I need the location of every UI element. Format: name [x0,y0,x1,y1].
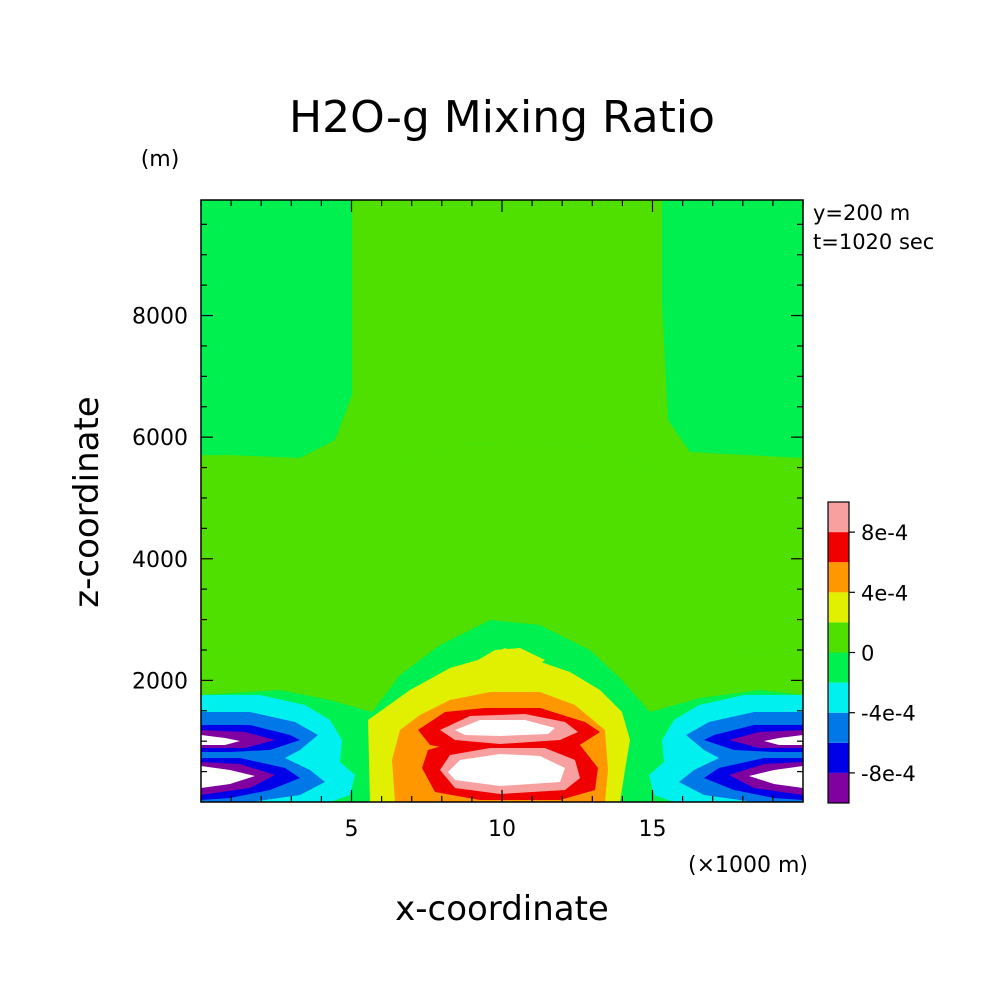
x-axis: 5 10 15 [200,200,804,842]
y-tick-label: 2000 [132,669,188,694]
field-core-upper [455,720,555,736]
y-axis: 2000 4000 6000 8000 [132,223,803,773]
y-axis-title: z-coordinate [67,396,107,607]
colorbar-swatch [828,562,849,593]
colorbar-swatch [828,772,849,803]
field-plume-cap [478,648,545,675]
x-tick-label: 15 [639,817,667,842]
annotation-t: t=1020 sec [813,230,934,254]
colorbar-swatch [828,502,849,533]
field-right-dry-bands [649,695,803,802]
x-tick-label: 10 [488,817,516,842]
field-core-lower [448,754,565,786]
x-unit-label: (×1000 m) [688,853,808,878]
colorbar-label: 4e-4 [861,581,908,605]
field-central-column [201,200,803,655]
colorbar-label: 0 [861,642,874,666]
plot-area [200,199,804,803]
y-tick-label: 8000 [132,305,188,330]
colorbar-swatch [828,622,849,653]
annotation-y: y=200 m [813,201,910,225]
colorbar-swatch [828,742,849,773]
y-tick-label: 4000 [132,548,188,573]
y-unit-label: (m) [141,147,180,172]
y-tick-label: 6000 [132,426,188,451]
x-tick-label: 5 [345,817,359,842]
colorbar-label: -8e-4 [861,762,916,786]
colorbar-swatch [828,712,849,743]
colorbar: 8e-4 4e-4 0 -4e-4 -8e-4 [827,501,916,804]
colorbar-label: 8e-4 [861,521,908,545]
colorbar-swatch [828,652,849,683]
colorbar-label: -4e-4 [861,702,916,726]
chart-title: H2O-g Mixing Ratio [289,92,715,143]
colorbar-swatch [828,682,849,713]
field-left-dry-bands [201,695,355,802]
colorbar-swatch [828,532,849,563]
colorbar-swatch [828,592,849,623]
x-axis-title: x-coordinate [395,889,609,929]
